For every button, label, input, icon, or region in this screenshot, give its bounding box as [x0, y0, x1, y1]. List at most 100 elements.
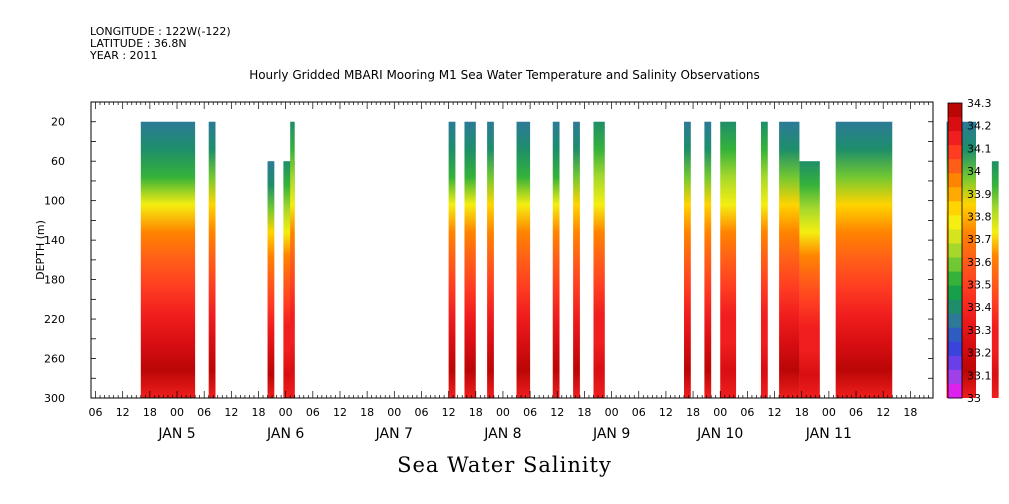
x-tick-label: 12 [333, 406, 347, 419]
x-tick-label: 18 [577, 406, 591, 419]
data-column-9 [516, 121, 531, 398]
day-label: JAN 8 [483, 426, 521, 442]
day-label: JAN 11 [805, 426, 852, 442]
colorbar-label: 34 [967, 165, 981, 178]
chart-title: Hourly Gridded MBARI Mooring M1 Sea Wate… [249, 68, 760, 82]
x-tick-label: 06 [523, 406, 537, 419]
x-tick-label: 18 [360, 406, 374, 419]
data-column-21 [991, 161, 999, 398]
colorbar-swatch [948, 299, 962, 315]
data-column-1 [140, 121, 196, 398]
latitude-label: LATITUDE : 36.8N [90, 37, 187, 50]
colorbar-label: 33.1 [967, 369, 992, 382]
x-tick-label: 18 [686, 406, 700, 419]
x-tick-label: 06 [89, 406, 103, 419]
data-column-11 [573, 121, 580, 398]
x-tick-label: 06 [414, 406, 428, 419]
colorbar-label: 33.9 [967, 188, 992, 201]
colorbar-swatch [948, 117, 962, 132]
x-tick-label: 00 [170, 406, 184, 419]
colorbar-label: 34.3 [967, 97, 992, 110]
data-column-6 [448, 121, 456, 398]
colorbar-swatch [948, 327, 962, 343]
colorbar-swatch [948, 313, 962, 329]
longitude-label: LONGITUDE : 122W(-122) [90, 25, 231, 38]
y-tick-label: 260 [44, 353, 65, 366]
colorbar-swatch [948, 229, 962, 244]
colorbar-label: 33.3 [967, 324, 992, 337]
x-tick-label: 18 [143, 406, 157, 419]
day-label: JAN 9 [592, 426, 630, 442]
y-tick-label: 220 [44, 313, 65, 326]
x-tick-label: 00 [387, 406, 401, 419]
data-column-7 [464, 121, 476, 398]
x-tick-label: 06 [740, 406, 754, 419]
colorbar-label: 33.6 [967, 256, 992, 269]
data-column-17 [779, 121, 800, 398]
y-tick-label: 20 [51, 116, 65, 129]
colorbar-label: 33.5 [967, 279, 992, 292]
colorbar-swatch [948, 383, 962, 399]
colorbar-frame [947, 102, 963, 399]
y-tick-label: 100 [44, 195, 65, 208]
colorbar-swatch [948, 243, 962, 259]
data-column-5 [290, 121, 295, 398]
x-tick-label: 12 [659, 406, 673, 419]
data-column-10 [552, 121, 560, 398]
data-column-15 [720, 121, 737, 398]
data-column-18 [799, 161, 820, 398]
day-label: JAN 7 [375, 426, 413, 442]
year-label: YEAR : 2011 [90, 49, 158, 62]
y-axis-title: DEPTH (m) [34, 220, 47, 280]
colorbar-swatch [948, 215, 962, 230]
x-tick-label: 12 [442, 406, 456, 419]
x-tick-label: 00 [496, 406, 510, 419]
x-tick-label: 12 [224, 406, 238, 419]
day-label: JAN 5 [157, 426, 195, 442]
y-tick-label: 180 [44, 274, 65, 287]
colorbar-swatch [948, 201, 962, 216]
colorbar-swatch [948, 271, 962, 287]
colorbar-label: 33.7 [967, 233, 992, 246]
colorbar-label: 33.2 [967, 347, 992, 360]
x-tick-label: 06 [197, 406, 211, 419]
x-tick-label: 18 [469, 406, 483, 419]
x-tick-label: 06 [849, 406, 863, 419]
x-tick-label: 12 [550, 406, 564, 419]
colorbar-label: 33 [967, 392, 981, 405]
data-column-12 [593, 121, 605, 398]
y-tick-label: 140 [44, 234, 65, 247]
colorbar-swatch [948, 187, 962, 202]
x-axis-title: Sea Water Salinity [397, 453, 612, 477]
x-tick-label: 18 [903, 406, 917, 419]
colorbar-swatch [948, 341, 962, 357]
x-tick-label: 00 [279, 406, 293, 419]
x-tick-label: 06 [306, 406, 320, 419]
x-tick-label: 12 [876, 406, 890, 419]
colorbar-swatch [948, 145, 962, 160]
colorbar-label: 33.8 [967, 210, 992, 223]
data-column-19 [835, 121, 893, 398]
data-column-14 [704, 121, 712, 398]
x-tick-label: 06 [632, 406, 646, 419]
x-tick-label: 18 [251, 406, 265, 419]
day-label: JAN 10 [696, 426, 743, 442]
x-tick-label: 18 [795, 406, 809, 419]
colorbar-swatch [948, 159, 962, 174]
colorbar-swatch [948, 103, 962, 118]
colorbar-swatch [948, 173, 962, 188]
colorbar-swatch [948, 369, 962, 385]
data-column-4 [283, 161, 295, 398]
day-label: JAN 6 [266, 426, 304, 442]
x-tick-label: 00 [713, 406, 727, 419]
y-tick-label: 60 [51, 155, 65, 168]
colorbar-label: 34.2 [967, 120, 992, 133]
colorbar-swatch [948, 257, 962, 273]
data-column-13 [684, 121, 691, 398]
x-tick-label: 12 [768, 406, 782, 419]
x-tick-label: 00 [822, 406, 836, 419]
x-tick-label: 12 [116, 406, 130, 419]
colorbar-swatch [948, 131, 962, 146]
